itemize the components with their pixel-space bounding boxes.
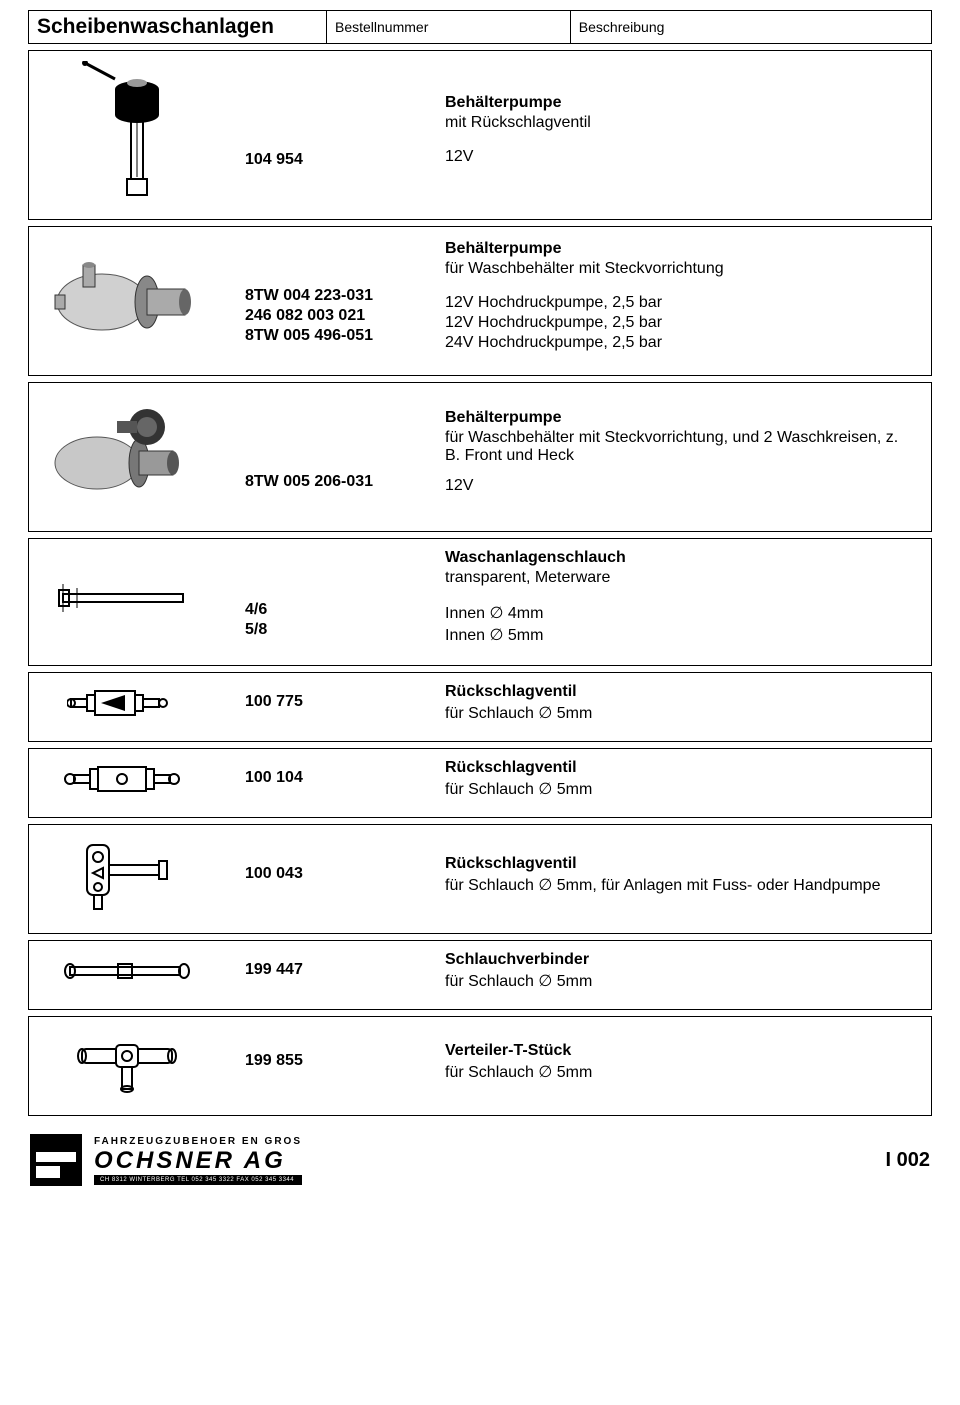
- order-number: 4/6: [245, 601, 429, 619]
- order-col: 199 447: [217, 951, 437, 991]
- order-col: 100 043: [217, 835, 437, 915]
- product-row: 100 043 Rückschlagventil für Schlauch ∅ …: [28, 824, 932, 934]
- spec-line: 12V: [445, 148, 915, 166]
- product-sub: für Waschbehälter mit Steckvorrichtung, …: [445, 429, 915, 465]
- product-row: 8TW 005 206-031 Behälterpumpe für Waschb…: [28, 382, 932, 532]
- product-title: Rückschlagventil: [445, 855, 915, 873]
- order-number: 8TW 004 223-031: [245, 287, 429, 305]
- order-col: 199 855: [217, 1027, 437, 1097]
- product-row: 199 855 Verteiler-T-Stück für Schlauch ∅…: [28, 1016, 932, 1116]
- pump-icon: [47, 247, 207, 347]
- product-sub: für Waschbehälter mit Steckvorrichtung: [445, 260, 915, 278]
- order-col: 4/6 5/8: [217, 549, 437, 647]
- product-row: 104 954 Behälterpumpe mit Rückschlagvent…: [28, 50, 932, 220]
- desc-col: Rückschlagventil für Schlauch ∅ 5mm, für…: [437, 835, 923, 915]
- spec-line: Innen ∅ 5mm: [445, 625, 915, 645]
- product-sub: mit Rückschlagventil: [445, 114, 915, 132]
- spec-line: 24V Hochdruckpumpe, 2,5 bar: [445, 334, 915, 352]
- product-image: [37, 835, 217, 915]
- spec-line: Innen ∅ 4mm: [445, 603, 915, 623]
- product-title: Behälterpumpe: [445, 409, 915, 427]
- t-piece-icon: [72, 1027, 182, 1097]
- order-col: 104 954: [217, 61, 437, 201]
- product-sub: für Schlauch ∅ 5mm: [445, 779, 915, 799]
- product-image: [37, 759, 217, 799]
- connector-icon: [62, 958, 192, 984]
- order-col: 100 104: [217, 759, 437, 799]
- col-bestellnummer: Bestellnummer: [326, 11, 570, 44]
- order-number: 5/8: [245, 621, 429, 639]
- product-sub: transparent, Meterware: [445, 569, 915, 587]
- logo-icon: [30, 1134, 82, 1186]
- hose-icon: [57, 578, 197, 618]
- page-number: I 002: [886, 1149, 930, 1172]
- order-number: 8TW 005 206-031: [245, 473, 429, 491]
- order-number: 246 082 003 021: [245, 307, 429, 325]
- product-row: 199 447 Schlauchverbinder für Schlauch ∅…: [28, 940, 932, 1010]
- product-image: [37, 1027, 217, 1097]
- pump-icon: [47, 403, 207, 503]
- desc-col: Waschanlagenschlauch transparent, Meterw…: [437, 549, 923, 647]
- product-row: 4/6 5/8 Waschanlagenschlauch transparent…: [28, 538, 932, 666]
- desc-col: Rückschlagventil für Schlauch ∅ 5mm: [437, 683, 923, 723]
- order-number: 199 855: [245, 1052, 429, 1070]
- valve-icon: [62, 761, 192, 797]
- product-title: Rückschlagventil: [445, 683, 915, 701]
- desc-col: Verteiler-T-Stück für Schlauch ∅ 5mm: [437, 1027, 923, 1097]
- product-title: Schlauchverbinder: [445, 951, 915, 969]
- pump-icon: [67, 61, 187, 201]
- header-table: Scheibenwaschanlagen Bestellnummer Besch…: [28, 10, 932, 44]
- spec-line: 12V: [445, 477, 915, 495]
- brand-tagline: FAHRZEUGZUBEHOER EN GROS: [94, 1136, 302, 1147]
- order-number: 100 104: [245, 769, 429, 787]
- product-image: [37, 237, 217, 357]
- desc-col: Behälterpumpe für Waschbehälter mit Stec…: [437, 393, 923, 513]
- product-title: Verteiler-T-Stück: [445, 1042, 915, 1060]
- product-row: 100 775 Rückschlagventil für Schlauch ∅ …: [28, 672, 932, 742]
- brand-contact: CH 8312 WINTERBERG TEL 052 345 3322 FAX …: [94, 1175, 302, 1185]
- product-row: 100 104 Rückschlagventil für Schlauch ∅ …: [28, 748, 932, 818]
- col-beschreibung: Beschreibung: [570, 11, 931, 44]
- product-sub: für Schlauch ∅ 5mm, für Anlagen mit Fuss…: [445, 875, 915, 895]
- spec-line: 12V Hochdruckpumpe, 2,5 bar: [445, 294, 915, 312]
- order-number: 104 954: [245, 151, 429, 169]
- product-sub: für Schlauch ∅ 5mm: [445, 971, 915, 991]
- valve-icon: [67, 685, 187, 721]
- order-col: 8TW 004 223-031 246 082 003 021 8TW 005 …: [217, 237, 437, 357]
- brand-name: OCHSNER AG: [94, 1149, 302, 1173]
- product-title: Behälterpumpe: [445, 94, 915, 112]
- valve-icon: [77, 835, 177, 915]
- brand-logo: FAHRZEUGZUBEHOER EN GROS OCHSNER AG CH 8…: [30, 1134, 302, 1186]
- page-footer: FAHRZEUGZUBEHOER EN GROS OCHSNER AG CH 8…: [28, 1134, 932, 1186]
- order-number: 8TW 005 496-051: [245, 327, 429, 345]
- desc-col: Rückschlagventil für Schlauch ∅ 5mm: [437, 759, 923, 799]
- product-image: [37, 549, 217, 647]
- product-sub: für Schlauch ∅ 5mm: [445, 703, 915, 723]
- desc-col: Schlauchverbinder für Schlauch ∅ 5mm: [437, 951, 923, 991]
- page-title: Scheibenwaschanlagen: [29, 11, 327, 44]
- order-col: 8TW 005 206-031: [217, 393, 437, 513]
- product-sub: für Schlauch ∅ 5mm: [445, 1062, 915, 1082]
- product-title: Waschanlagenschlauch: [445, 549, 915, 567]
- product-image: [37, 61, 217, 201]
- order-col: 100 775: [217, 683, 437, 723]
- product-image: [37, 683, 217, 723]
- order-number: 100 775: [245, 693, 429, 711]
- product-title: Behälterpumpe: [445, 240, 915, 258]
- desc-col: Behälterpumpe mit Rückschlagventil 12V: [437, 61, 923, 201]
- product-image: [37, 951, 217, 991]
- order-number: 100 043: [245, 865, 429, 883]
- desc-col: Behälterpumpe für Waschbehälter mit Stec…: [437, 237, 923, 357]
- product-title: Rückschlagventil: [445, 759, 915, 777]
- product-row: 8TW 004 223-031 246 082 003 021 8TW 005 …: [28, 226, 932, 376]
- order-number: 199 447: [245, 961, 429, 979]
- product-image: [37, 393, 217, 513]
- spec-line: 12V Hochdruckpumpe, 2,5 bar: [445, 314, 915, 332]
